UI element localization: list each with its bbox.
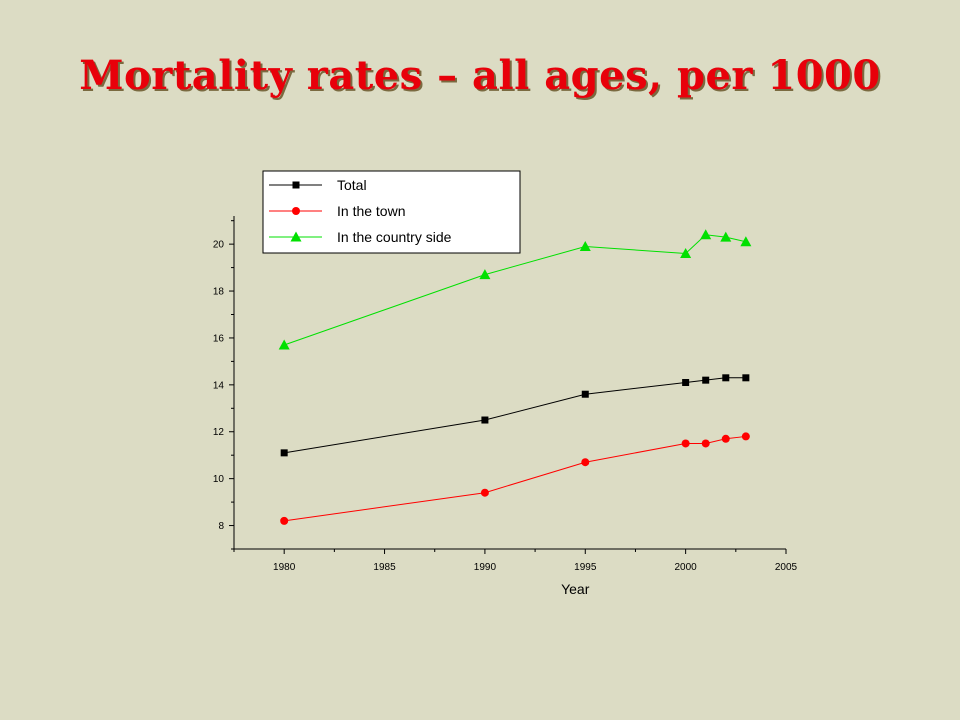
y-tick-label: 8 (218, 521, 224, 532)
data-point-in-the-country-side (479, 269, 491, 280)
x-tick-label: 1985 (373, 562, 396, 573)
data-point-total (280, 449, 288, 457)
data-point-total (742, 374, 750, 382)
x-tick-label: 1995 (574, 562, 597, 573)
data-point-total (702, 376, 710, 384)
data-point-in-the-town (480, 488, 489, 497)
legend-marker-total (292, 181, 300, 189)
data-point-in-the-country-side (720, 231, 732, 242)
y-tick-label: 10 (213, 474, 225, 485)
x-axis-title: Year (561, 581, 590, 597)
data-point-in-the-town (701, 439, 710, 448)
legend-label-in-the-town: In the town (337, 203, 406, 219)
y-tick-label: 12 (213, 427, 225, 438)
x-tick-label: 1990 (474, 562, 497, 573)
y-tick-label: 14 (213, 380, 225, 391)
data-point-in-the-country-side (740, 236, 752, 247)
legend-marker-in-the-country-side (290, 231, 302, 242)
y-tick-label: 20 (213, 240, 225, 251)
y-tick-label: 16 (213, 333, 225, 344)
x-tick-label: 2005 (775, 562, 798, 573)
x-tick-label: 1980 (273, 562, 296, 573)
chart-legend: Total In the town In the country side (262, 170, 521, 254)
data-point-in-the-town (721, 434, 730, 443)
legend-marker-in-the-town (292, 207, 300, 215)
data-point-in-the-town (581, 458, 590, 467)
slide-title: Mortality rates – all ages, per 1000 (79, 52, 881, 99)
series-line-in-the-town (284, 435, 746, 522)
x-tick-label: 2000 (675, 562, 698, 573)
legend-label-total: Total (337, 177, 367, 193)
data-point-total (581, 390, 589, 398)
data-point-total (682, 379, 690, 386)
data-point-in-the-country-side (700, 229, 712, 240)
data-point-in-the-town (280, 516, 289, 525)
data-point-total (722, 374, 730, 382)
data-point-in-the-town (681, 439, 690, 448)
data-point-in-the-town (741, 432, 750, 441)
data-point-total (481, 416, 489, 424)
data-point-in-the-country-side (579, 240, 591, 251)
data-point-in-the-country-side (680, 248, 692, 259)
y-tick-label: 18 (213, 287, 225, 298)
data-point-in-the-country-side (278, 339, 290, 350)
series-line-total (284, 377, 746, 454)
legend-label-in-the-country-side: In the country side (337, 229, 452, 245)
